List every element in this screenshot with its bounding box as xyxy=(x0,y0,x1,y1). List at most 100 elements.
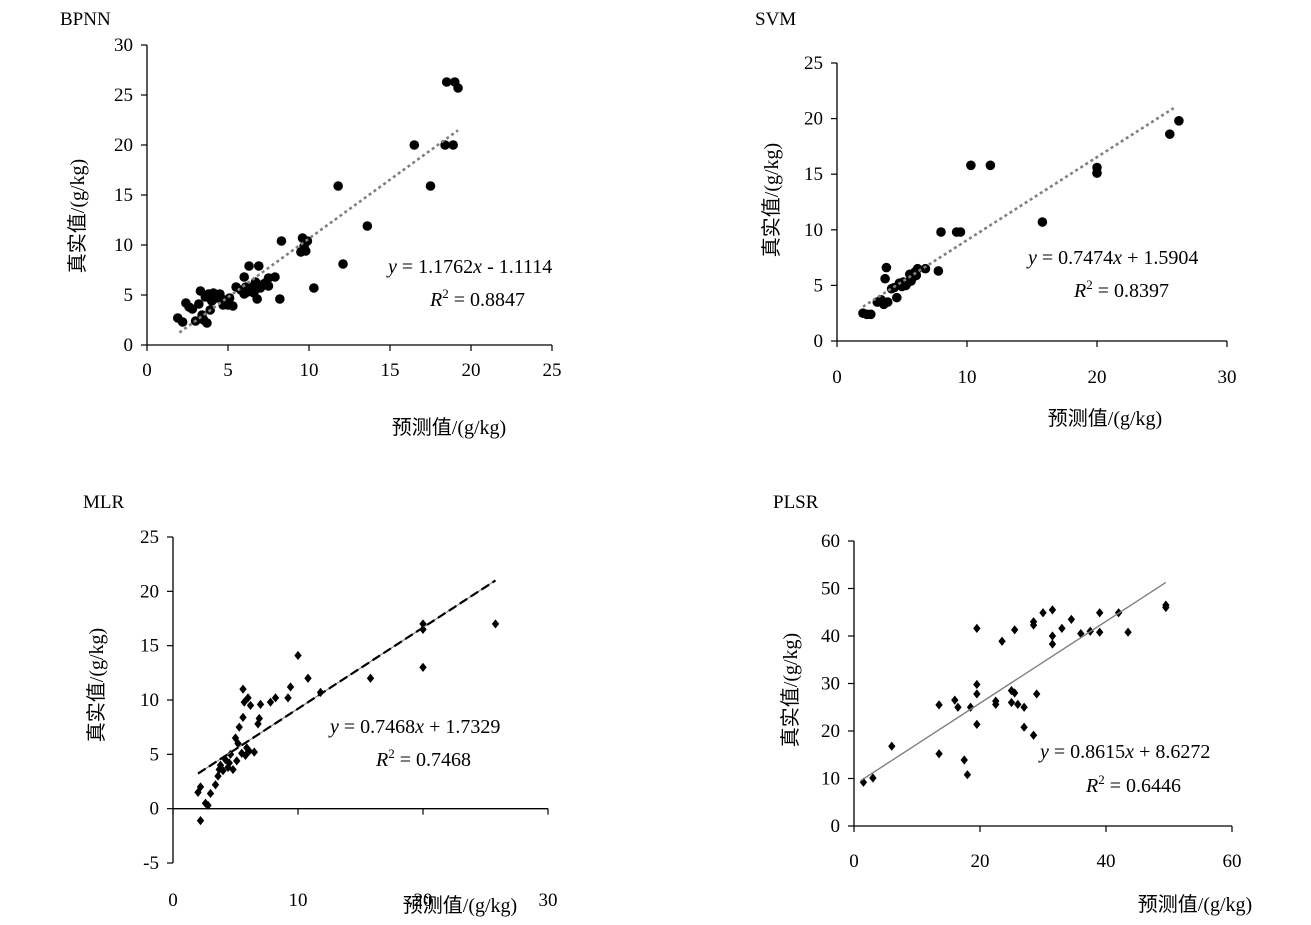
y-axis-label: 真实值/(g/kg) xyxy=(66,159,89,273)
y-tick-label: 10 xyxy=(804,220,823,241)
y-tick-label: 25 xyxy=(140,527,159,548)
y-tick-label: 30 xyxy=(114,35,133,56)
data-point xyxy=(448,140,458,150)
data-point xyxy=(425,181,436,191)
data-point xyxy=(233,756,241,766)
data-point xyxy=(309,283,319,293)
data-point xyxy=(304,673,312,683)
data-point xyxy=(491,619,500,629)
data-point xyxy=(286,682,295,692)
y-tick-label: 5 xyxy=(814,275,824,296)
data-point xyxy=(234,738,242,749)
data-point xyxy=(362,221,373,231)
data-point xyxy=(229,764,237,775)
data-point xyxy=(263,281,274,291)
y-tick-label: 25 xyxy=(804,53,823,74)
data-point xyxy=(244,693,252,703)
y-tick-label: 15 xyxy=(804,164,823,185)
data-point xyxy=(1092,162,1102,173)
regression-equation: y = 0.7468x + 1.7329 xyxy=(328,716,500,738)
data-point xyxy=(1174,116,1184,126)
r-squared-label: R2 = 0.8847 xyxy=(429,286,525,311)
data-point xyxy=(888,741,896,751)
data-point xyxy=(239,272,249,282)
data-point xyxy=(225,758,233,768)
data-point xyxy=(954,702,962,712)
data-point xyxy=(1058,623,1066,633)
x-tick-label: 0 xyxy=(142,360,152,381)
data-point xyxy=(204,800,212,811)
y-tick-label: 0 xyxy=(831,816,841,837)
chart-title: MLR xyxy=(83,492,125,513)
data-point xyxy=(1165,129,1175,139)
y-tick-label: 60 xyxy=(821,531,840,552)
data-point xyxy=(252,294,262,304)
data-point xyxy=(256,699,265,709)
x-tick-label: 25 xyxy=(543,360,562,381)
data-point xyxy=(206,788,215,799)
x-axis-label: 预测值/(g/kg) xyxy=(1138,893,1252,916)
panel-bpnn: BPNN 0 5 10 15 20 25 30 0 5 10 15 20 25 预测值/(g/kg) 真实值/… xyxy=(60,9,562,439)
regression-equation: y = 1.1762x - 1.1114 xyxy=(386,256,552,278)
y-tick-label: 0 xyxy=(124,335,134,356)
x-axis-label: 预测值/(g/kg) xyxy=(1048,407,1162,430)
data-point xyxy=(881,262,892,273)
data-point xyxy=(194,299,204,309)
x-tick-label: 20 xyxy=(462,360,481,381)
data-point xyxy=(1162,600,1170,610)
x-tick-label: 10 xyxy=(300,360,319,381)
data-point xyxy=(866,309,876,320)
data-point xyxy=(196,782,205,792)
data-point xyxy=(936,227,946,237)
data-point xyxy=(1067,614,1076,624)
panel-svm: SVM 0 5 10 15 20 25 0 10 20 30 预测值/(g/kg) 真实值/(g/kg)… xyxy=(755,9,1237,430)
data-point xyxy=(869,773,877,783)
data-point xyxy=(985,160,996,171)
data-point xyxy=(1010,688,1019,698)
data-point xyxy=(998,636,1006,646)
x-tick-label: 20 xyxy=(1088,367,1107,388)
x-tick-label: 40 xyxy=(1097,851,1116,872)
data-point xyxy=(960,755,968,765)
data-point xyxy=(920,263,931,274)
data-point xyxy=(228,301,238,311)
r-squared-label: R2 = 0.7468 xyxy=(375,746,471,771)
data-point xyxy=(892,292,902,303)
data-point xyxy=(1010,625,1019,635)
data-point xyxy=(1007,697,1016,708)
y-axis-label: 真实值/(g/kg) xyxy=(85,628,108,742)
y-axis-label: 真实值/(g/kg) xyxy=(779,633,802,747)
y-tick-label: 20 xyxy=(821,721,840,742)
data-point xyxy=(1033,689,1041,699)
data-point xyxy=(202,318,212,328)
x-axis-label: 预测值/(g/kg) xyxy=(403,894,517,917)
data-point xyxy=(935,700,943,710)
data-point xyxy=(966,702,975,712)
y-axis-label: 真实值/(g/kg) xyxy=(760,143,783,257)
data-point xyxy=(276,236,287,246)
data-point xyxy=(214,771,222,781)
y-tick-label: 10 xyxy=(114,235,133,256)
y-tick-label: 10 xyxy=(821,769,840,790)
data-point xyxy=(973,623,981,633)
data-point xyxy=(1037,217,1048,227)
data-point xyxy=(966,160,976,171)
data-point xyxy=(955,227,966,237)
y-tick-label: 30 xyxy=(821,674,840,695)
x-tick-label: 0 xyxy=(832,367,842,388)
data-point xyxy=(224,293,235,303)
data-point xyxy=(366,673,375,683)
chart-title: BPNN xyxy=(60,9,111,30)
y-tick-label: 5 xyxy=(150,744,160,765)
data-point xyxy=(1096,608,1104,618)
data-point xyxy=(240,697,248,707)
data-point xyxy=(992,696,1000,706)
data-point xyxy=(266,697,275,707)
y-tick-label: 15 xyxy=(140,636,159,657)
data-point xyxy=(275,294,285,304)
y-tick-label: -5 xyxy=(143,853,159,874)
data-point xyxy=(419,662,427,672)
data-point xyxy=(1048,639,1057,649)
data-point xyxy=(219,766,227,776)
